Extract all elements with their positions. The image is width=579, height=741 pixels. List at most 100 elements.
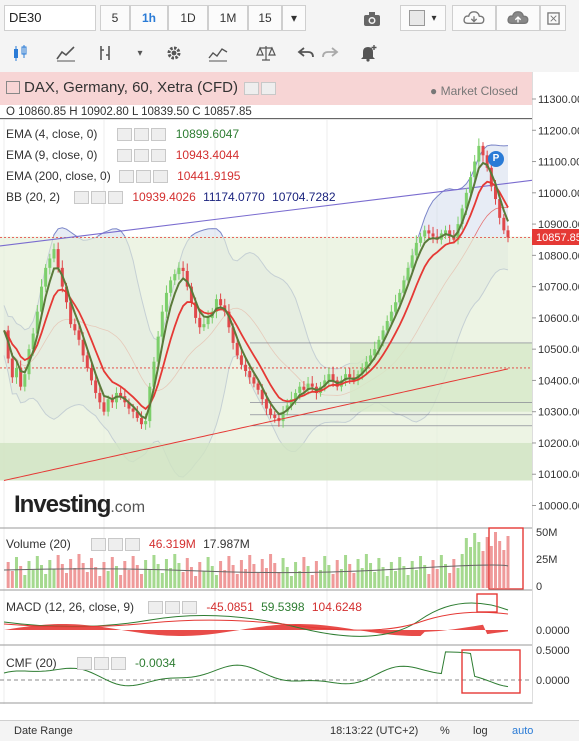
interval-5[interactable]: 5: [100, 5, 130, 31]
volume-axis-label: 50M: [536, 527, 557, 539]
volume-bar: [148, 569, 152, 588]
gear-icon[interactable]: [107, 538, 123, 552]
volume-bar: [210, 566, 214, 588]
close-icon[interactable]: [110, 657, 126, 671]
fullscreen-button[interactable]: [540, 5, 566, 31]
candle-body: [98, 392, 102, 403]
alert-icon[interactable]: [356, 42, 380, 64]
candle-body: [481, 145, 485, 156]
candle-body: [289, 399, 293, 406]
interval-15[interactable]: 15: [248, 5, 282, 31]
volume-bar: [27, 561, 31, 588]
volume-bar: [444, 564, 448, 588]
candle-body: [298, 386, 302, 393]
cloud-upload-button[interactable]: [496, 5, 540, 31]
line-chart-icon[interactable]: [54, 42, 78, 64]
close-icon[interactable]: [151, 149, 167, 163]
volume-bar: [356, 559, 360, 588]
collapse-icon[interactable]: [6, 80, 20, 94]
date-range-button[interactable]: Date Range: [14, 725, 73, 737]
close-icon[interactable]: [108, 191, 124, 205]
volume-bar: [219, 561, 223, 588]
eye-icon[interactable]: [148, 601, 164, 615]
undo-icon[interactable]: [294, 42, 318, 64]
price-tick-label: 10100.00: [538, 469, 579, 481]
symbol-input[interactable]: DE30: [4, 5, 96, 31]
cmf-axis-label: 0.5000: [536, 645, 570, 657]
volume-bar: [77, 554, 81, 588]
camera-icon[interactable]: [360, 8, 384, 30]
volume-bar: [435, 569, 439, 588]
volume-bar: [348, 564, 352, 588]
eye-icon[interactable]: [117, 149, 133, 163]
close-icon[interactable]: [124, 538, 140, 552]
gear-icon[interactable]: [134, 128, 150, 142]
interval-dropdown-button[interactable]: ▾: [282, 5, 306, 31]
eye-icon[interactable]: [244, 81, 260, 95]
ema9-line: [3, 180, 509, 411]
candle-body: [206, 317, 210, 325]
candle-body: [327, 374, 331, 381]
close-icon[interactable]: [152, 170, 168, 184]
position-badge[interactable]: P: [488, 151, 504, 167]
volume-bar: [310, 575, 314, 588]
bottom-bar: Date Range 18:13:22 (UTC+2) % log auto: [0, 720, 579, 741]
percent-toggle[interactable]: %: [440, 725, 450, 737]
candle-body: [473, 161, 477, 178]
chart-canvas[interactable]: 916212429: [0, 72, 532, 704]
volume-bar: [331, 574, 335, 588]
close-icon[interactable]: [182, 601, 198, 615]
log-toggle[interactable]: log: [473, 725, 488, 737]
gear-icon[interactable]: [134, 149, 150, 163]
candle-body: [227, 311, 231, 328]
gear-icon[interactable]: [91, 191, 107, 205]
price-tick-label: 10300.00: [538, 407, 579, 419]
price-axis[interactable]: 11300.00 11200.00 11100.00 11000.00 10900.00…: [532, 72, 579, 704]
candle-body: [185, 270, 189, 287]
studies-icon[interactable]: [206, 42, 230, 64]
volume-bar: [52, 569, 56, 588]
volume-bar: [127, 570, 131, 588]
candle-body: [423, 230, 427, 237]
eye-icon[interactable]: [90, 538, 106, 552]
volume-bar: [110, 557, 114, 588]
indicator-icon[interactable]: [94, 42, 118, 64]
chevron-down-icon[interactable]: ▾: [137, 47, 143, 59]
macd-histogram: [4, 624, 508, 636]
gear-icon[interactable]: [165, 601, 181, 615]
volume-bar: [327, 565, 331, 588]
gear-icon[interactable]: [135, 170, 151, 184]
eye-icon[interactable]: [76, 657, 92, 671]
candle-body: [119, 392, 123, 397]
eye-icon[interactable]: [117, 128, 133, 142]
cloud-download-button[interactable]: [452, 5, 496, 31]
candle-icon[interactable]: [8, 42, 32, 64]
redo-icon[interactable]: [318, 42, 342, 64]
candle-body: [485, 155, 489, 168]
interval-1h[interactable]: 1h: [130, 5, 168, 31]
eye-icon[interactable]: [74, 191, 90, 205]
last-price-marker: [532, 229, 579, 245]
eye-icon[interactable]: [118, 170, 134, 184]
interval-1d[interactable]: 1D: [168, 5, 208, 31]
balance-icon[interactable]: [254, 42, 278, 64]
settings-icon[interactable]: [162, 42, 186, 64]
candle-body: [152, 361, 156, 387]
candle-body: [52, 249, 56, 259]
candle-body: [44, 267, 48, 287]
volume-bar: [464, 538, 468, 588]
macd-axis-label: 0.0000: [536, 625, 570, 637]
ema4-legend: EMA (4, close, 0) 10899.6047: [6, 127, 240, 142]
close-icon[interactable]: [151, 128, 167, 142]
auto-toggle[interactable]: auto: [512, 725, 534, 737]
color-picker-button[interactable]: ▾: [400, 5, 446, 31]
gear-icon[interactable]: [93, 657, 109, 671]
gear-icon[interactable]: [261, 81, 277, 95]
volume-bar: [31, 570, 35, 588]
candle-body: [77, 330, 81, 340]
interval-1m[interactable]: 1M: [208, 5, 248, 31]
candle-body: [381, 330, 385, 340]
ema200-line: [3, 368, 509, 481]
candle-body: [135, 411, 139, 418]
volume-bar: [35, 556, 39, 588]
